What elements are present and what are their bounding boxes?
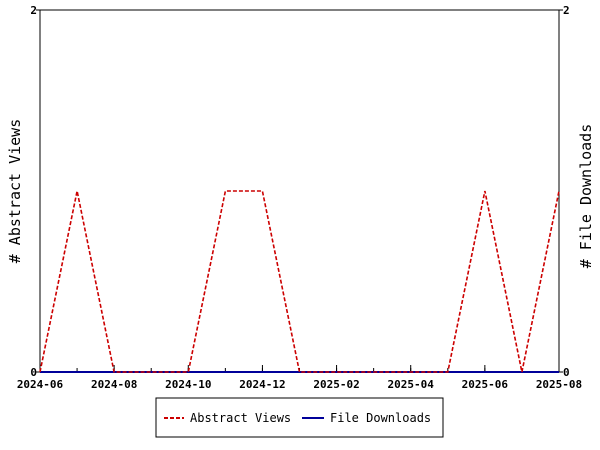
x-tick-label: 2025-06 (462, 378, 509, 391)
series-layer (39, 190, 560, 373)
y-ticks-left: 02 (30, 4, 40, 379)
legend-label-file-downloads: File Downloads (330, 411, 431, 425)
x-tick-label: 2025-02 (313, 378, 359, 391)
x-tick-label: 2024-12 (239, 378, 285, 391)
x-tick-label: 2024-08 (91, 378, 137, 391)
y-left-tick-label: 2 (30, 4, 37, 17)
y-ticks-right: 02 (559, 4, 570, 379)
x-ticks: 2024-06 2024-08 2024-10 2024-12 2025-02 2025-… (17, 365, 582, 391)
x-tick-label: 2025-08 (536, 378, 582, 391)
legend-box (155, 397, 444, 438)
plot-frame-group (39, 9, 560, 373)
y-left-tick-label: 0 (30, 366, 37, 379)
x-tick-label: 2024-06 (17, 378, 64, 391)
y-axis-title-right: # File Downloads (577, 124, 595, 269)
plot-frame (39, 9, 560, 373)
x-tick-label: 2025-04 (388, 378, 435, 391)
x-tick-label: 2024-10 (165, 378, 211, 391)
legend-label-abstract-views: Abstract Views (190, 411, 291, 425)
y-right-tick-label: 2 (563, 4, 570, 17)
y-right-tick-label: 0 (563, 366, 570, 379)
legend: Abstract Views File Downloads (155, 397, 444, 438)
y-axis-title-left: # Abstract Views (6, 119, 24, 264)
series-line-abstract-views (39, 190, 560, 373)
